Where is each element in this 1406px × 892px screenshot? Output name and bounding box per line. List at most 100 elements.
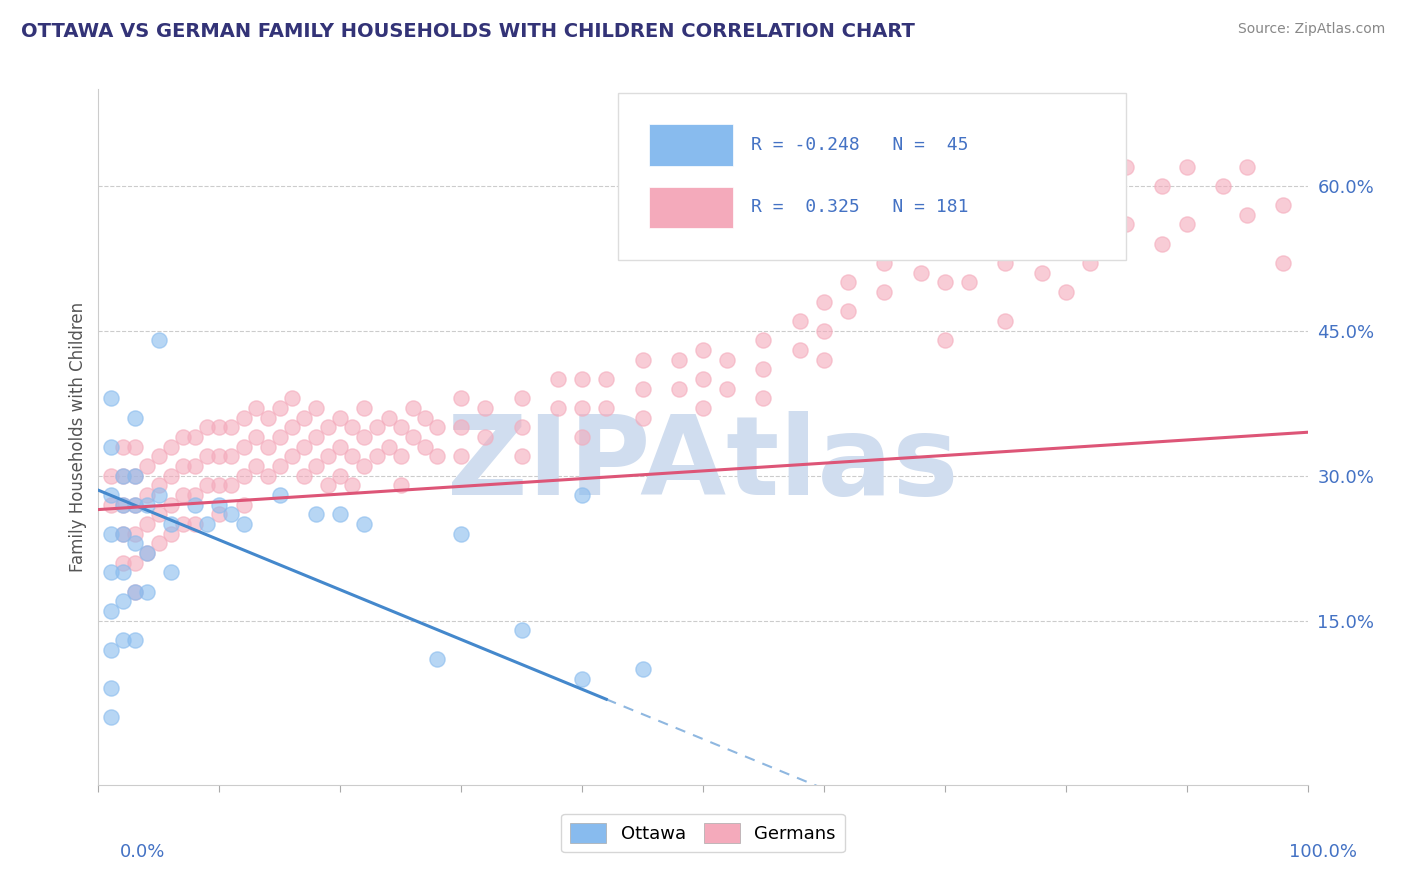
Point [316, 450, 339, 464]
Point [510, 392, 533, 406]
Point [100, 710, 122, 724]
Point [160, 526, 183, 541]
Point [1175, 218, 1198, 232]
Point [837, 276, 859, 290]
Point [208, 450, 231, 464]
Point [402, 401, 425, 415]
Point [100, 468, 122, 483]
Point [813, 324, 835, 338]
Point [692, 372, 714, 386]
Point [389, 450, 412, 464]
Point [135, 488, 157, 502]
Point [100, 498, 122, 512]
Point [256, 410, 278, 425]
Point [957, 227, 980, 241]
Point [111, 440, 134, 454]
Point [329, 508, 352, 522]
Point [148, 536, 170, 550]
Point [292, 410, 315, 425]
Point [1152, 178, 1174, 193]
Point [994, 314, 1017, 328]
Point [135, 584, 157, 599]
Point [752, 362, 775, 376]
Point [1078, 256, 1101, 270]
Point [124, 468, 146, 483]
Point [413, 410, 436, 425]
FancyBboxPatch shape [648, 186, 734, 228]
Point [256, 440, 278, 454]
Y-axis label: Family Households with Children: Family Households with Children [69, 302, 87, 572]
Point [329, 468, 352, 483]
Point [100, 642, 122, 657]
Point [232, 410, 254, 425]
Point [692, 343, 714, 358]
Point [221, 508, 243, 522]
Point [329, 410, 352, 425]
Point [245, 430, 267, 444]
Point [305, 458, 328, 473]
Point [100, 681, 122, 696]
Point [111, 556, 134, 570]
Point [1236, 208, 1258, 222]
Point [172, 488, 194, 502]
Point [366, 450, 388, 464]
Point [692, 401, 714, 415]
Point [510, 450, 533, 464]
Point [160, 566, 183, 580]
Point [1054, 178, 1077, 193]
Point [316, 420, 339, 434]
Point [281, 420, 304, 434]
Point [377, 440, 399, 454]
Point [1236, 160, 1258, 174]
Point [631, 382, 654, 396]
Point [232, 516, 254, 531]
Point [329, 440, 352, 454]
Point [994, 256, 1017, 270]
Point [111, 498, 134, 512]
Point [426, 450, 449, 464]
Point [547, 372, 569, 386]
Point [571, 372, 593, 386]
Point [172, 516, 194, 531]
Point [208, 498, 231, 512]
Point [232, 468, 254, 483]
Point [752, 334, 775, 348]
Point [1078, 198, 1101, 212]
Point [752, 392, 775, 406]
Point [450, 450, 472, 464]
Point [111, 498, 134, 512]
Point [160, 440, 183, 454]
Point [1175, 160, 1198, 174]
Point [184, 488, 207, 502]
Point [245, 401, 267, 415]
Point [450, 392, 472, 406]
Point [873, 256, 896, 270]
Point [124, 584, 146, 599]
Point [111, 633, 134, 648]
Point [124, 633, 146, 648]
Point [124, 526, 146, 541]
Point [910, 266, 932, 280]
Point [124, 556, 146, 570]
Point [813, 352, 835, 367]
Point [124, 410, 146, 425]
Point [160, 516, 183, 531]
Text: 100.0%: 100.0% [1289, 843, 1357, 861]
Point [389, 478, 412, 492]
Point [100, 392, 122, 406]
Point [316, 478, 339, 492]
Point [1031, 266, 1053, 280]
Point [366, 420, 388, 434]
Point [111, 468, 134, 483]
Point [195, 450, 218, 464]
Point [160, 498, 183, 512]
Point [353, 516, 375, 531]
Point [100, 488, 122, 502]
Point [474, 430, 496, 444]
Point [305, 430, 328, 444]
Point [245, 458, 267, 473]
Point [111, 526, 134, 541]
Point [184, 498, 207, 512]
Point [426, 652, 449, 666]
Point [510, 624, 533, 638]
